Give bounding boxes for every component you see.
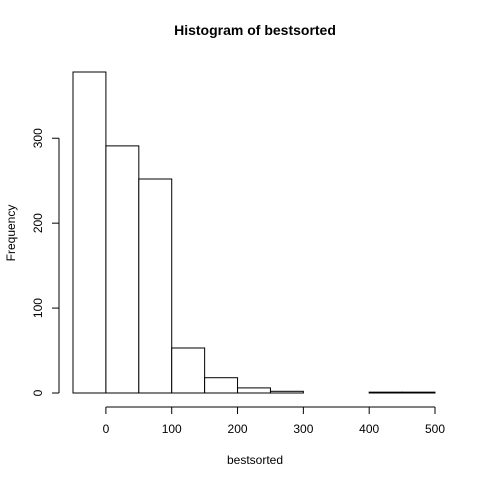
x-tick-label: 200 xyxy=(228,422,248,436)
histogram-bar xyxy=(72,71,107,394)
histogram-bar xyxy=(368,391,403,394)
y-tick-label: 300 xyxy=(31,128,45,148)
histogram-bar xyxy=(171,347,206,394)
y-tick-label: 0 xyxy=(31,389,45,396)
x-axis-label: bestsorted xyxy=(227,453,283,467)
x-tick-label: 300 xyxy=(293,422,313,436)
x-axis: 0 100 200 300 400 500 xyxy=(103,406,445,436)
bars-group xyxy=(72,71,436,394)
histogram-bar xyxy=(204,377,239,394)
x-tick-label: 500 xyxy=(425,422,445,436)
x-tick-label: 0 xyxy=(103,422,110,436)
histogram-bar xyxy=(237,387,271,394)
y-axis-label: Frequency xyxy=(4,205,18,262)
histogram-bar xyxy=(138,178,173,394)
histogram-bar xyxy=(105,145,140,394)
histogram-bar xyxy=(269,390,304,394)
histogram-bar xyxy=(401,391,436,394)
y-axis: 0 100 200 300 xyxy=(31,128,60,396)
chart-title: Histogram of bestsorted xyxy=(174,22,336,38)
x-tick-label: 100 xyxy=(162,422,182,436)
y-tick-label: 100 xyxy=(31,298,45,318)
y-tick-label: 200 xyxy=(31,213,45,233)
x-tick-label: 400 xyxy=(359,422,379,436)
